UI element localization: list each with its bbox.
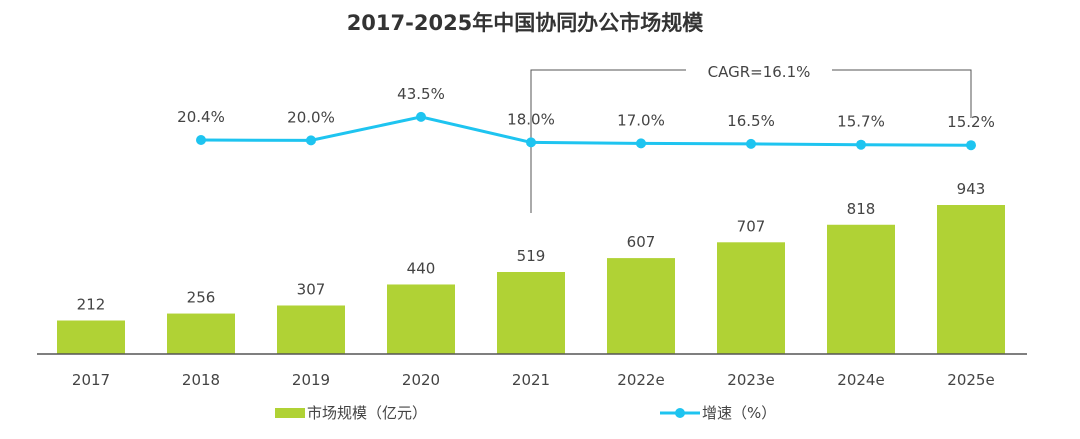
legend-bar-swatch [275,408,305,418]
growth-point-2021 [526,137,536,148]
growth-value-label: 17.0% [617,111,665,129]
bar-value-label: 307 [297,280,326,298]
bar-value-label: 707 [737,217,766,235]
growth-value-label: 20.4% [177,108,225,126]
x-tick-label: 2023e [727,371,774,389]
bar-2022e [607,258,675,354]
growth-point-2022e [636,138,646,149]
bar-value-label: 440 [407,259,436,277]
growth-value-label: 15.7% [837,113,885,131]
growth-value-label: 16.5% [727,112,775,130]
cagr-bracket-left [530,69,686,213]
legend-bar-label: 市场规模（亿元） [307,404,427,422]
growth-point-2019 [306,135,316,146]
growth-line [200,115,972,147]
bar-value-label: 519 [517,247,546,265]
bar-value-label: 212 [77,296,106,314]
x-tick-label: 2020 [402,371,440,389]
bar-2024e [827,224,895,354]
chart-title: 2017-2025年中国协同办公市场规模 [347,11,705,35]
x-tick-label: 2024e [837,371,884,389]
growth-point-2020 [416,111,426,122]
growth-value-label: 20.0% [287,108,335,126]
growth-point-2024e [856,139,866,150]
growth-point-2025e [966,140,976,151]
bar-2025e [937,205,1005,354]
growth-value-label: 15.2% [947,113,995,131]
x-tick-label: 2022e [617,371,664,389]
bar-value-label: 818 [847,200,876,218]
x-tick-label: 2019 [292,371,330,389]
bar-2020 [387,284,455,354]
legend-line-label: 增速（%） [702,404,776,422]
growth-point-2018 [196,135,206,145]
cagr-bracket: CAGR=16.1% [530,63,972,213]
cagr-label: CAGR=16.1% [708,63,811,81]
bar-value-label: 256 [187,289,216,307]
bar-2018 [167,313,235,354]
bar-2017 [57,320,125,354]
bar-2023e [717,242,785,354]
x-tick-label: 2017 [72,371,110,389]
bar-value-label: 943 [957,180,986,198]
bar-2019 [277,305,345,354]
bar-2021 [497,271,565,354]
cagr-bracket-right [832,69,972,118]
growth-value-label: 43.5% [397,85,445,103]
legend-line-marker [675,408,685,418]
growth-value-label: 18.0% [507,110,555,128]
x-tick-label: 2025e [947,371,994,389]
legend: 市场规模（亿元） 增速（%） [275,404,776,422]
bar-value-label: 607 [627,233,656,251]
growth-point-2023e [746,138,756,149]
x-tick-label: 2018 [182,371,220,389]
x-tick-label: 2021 [512,371,550,389]
